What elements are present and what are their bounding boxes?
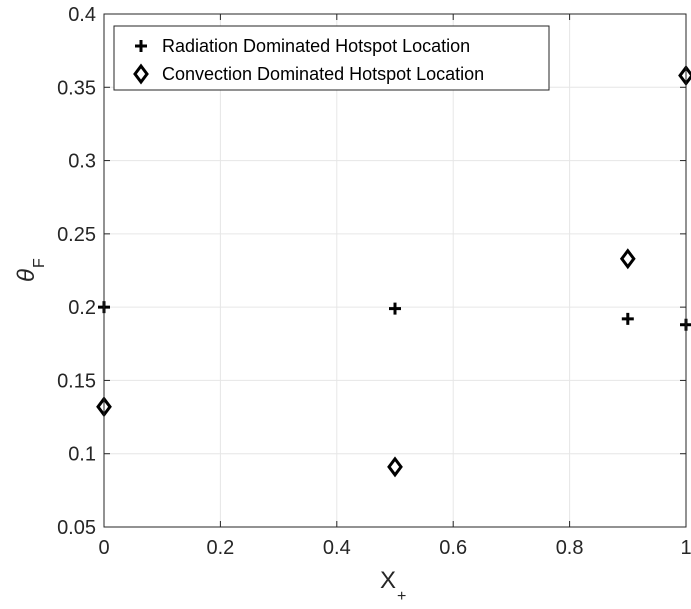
y-tick-label: 0.15	[57, 370, 96, 392]
x-tick-label: 0	[98, 537, 109, 559]
plot-frame	[103, 13, 687, 528]
x-axis-label-subscript: +	[397, 588, 406, 605]
x-tick-label: 0.8	[556, 537, 584, 559]
convection-point	[619, 248, 636, 270]
x-tick-label: 0.4	[323, 537, 351, 559]
y-axis-label-main: θ	[13, 269, 40, 282]
y-tick-label: 0.05	[57, 517, 96, 539]
y-axis-label: θ F	[13, 258, 48, 282]
radiation-point	[389, 302, 401, 315]
y-tick-label: 0.2	[68, 297, 96, 319]
tick-labels: 0 0.2 0.4 0.6 0.8 1 0.05 0.1 0.15 0.2 0.25 0.3 0.35 0…	[57, 4, 691, 559]
y-tick-label: 0.4	[68, 4, 96, 26]
radiation-point	[621, 312, 634, 325]
legend: Radiation Dominated Hotspot Location Con…	[113, 25, 550, 91]
legend-box	[113, 25, 550, 91]
y-axis-label-subscript: F	[31, 258, 48, 268]
plot-background	[104, 14, 686, 527]
x-tick-label: 1	[680, 537, 691, 559]
x-axis-label: X +	[380, 567, 406, 605]
legend-diamond-marker	[133, 63, 149, 85]
legend-label-radiation: Radiation Dominated Hotspot Location	[162, 36, 470, 56]
legend-markers	[133, 40, 149, 85]
legend-label-convection: Convection Dominated Hotspot Location	[162, 64, 484, 84]
x-axis-label-main: X	[380, 567, 396, 594]
y-tick-label: 0.3	[68, 151, 96, 173]
convection-point	[387, 456, 403, 478]
legend-plus-marker	[135, 40, 147, 52]
y-tick-label: 0.25	[57, 224, 96, 246]
x-tick-label: 0.2	[206, 537, 234, 559]
y-tick-label: 0.1	[68, 444, 96, 466]
y-tick-label: 0.35	[57, 77, 96, 99]
x-tick-label: 0.6	[439, 537, 467, 559]
